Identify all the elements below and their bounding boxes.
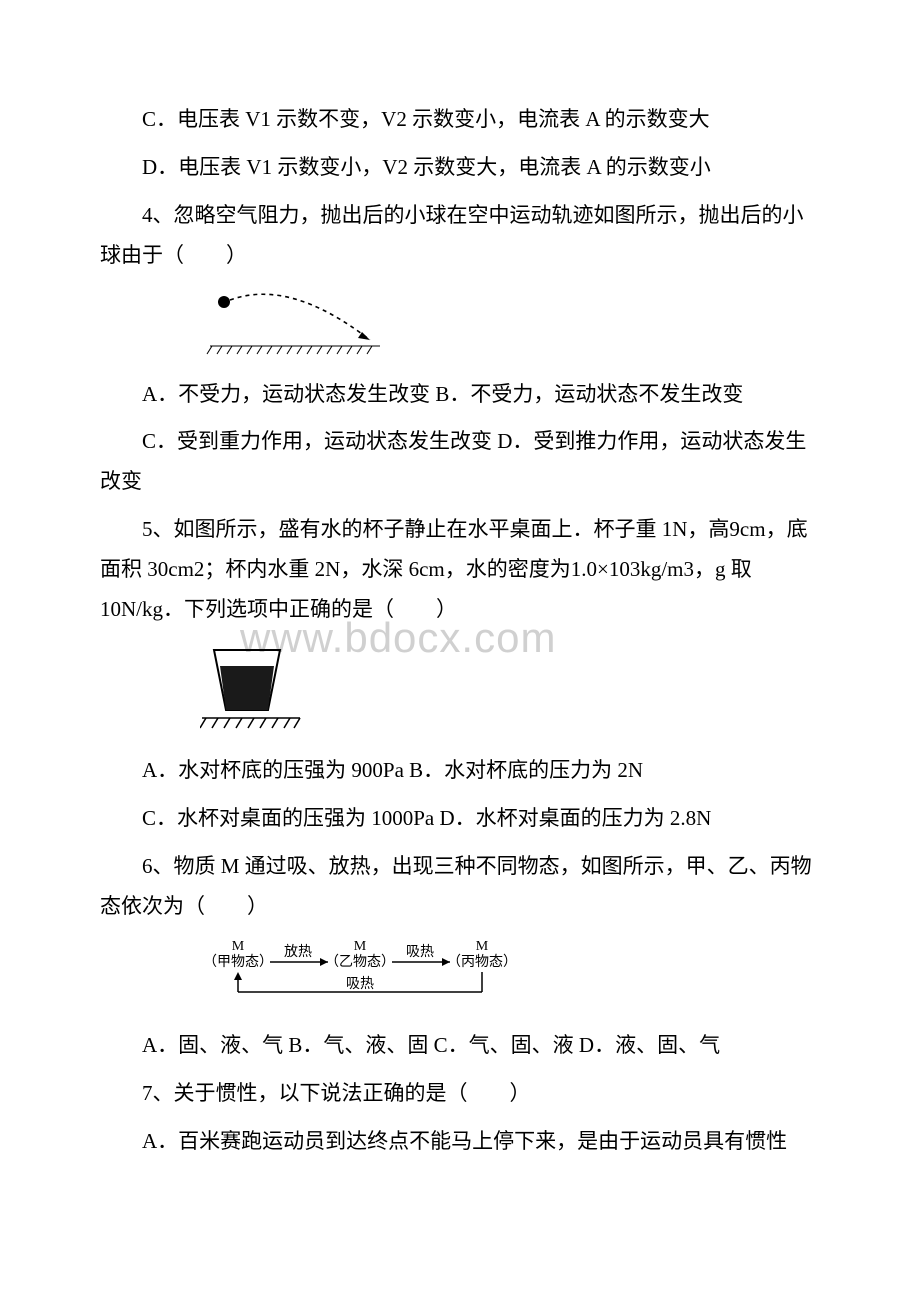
q5-stem: 5、如图所示，盛有水的杯子静止在水平桌面上．杯子重 1N，高9cm，底面积 30… [100,510,820,630]
bottom-label: 吸热 [346,976,374,992]
q4-stem: 4、忽略空气阻力，抛出后的小球在空中运动轨迹如图所示，抛出后的小球由于（ ） [100,196,820,276]
m-label-2: M [354,939,367,954]
arrow2-label: 吸热 [406,944,434,960]
arrow1-label: 放热 [284,944,312,960]
q3-option-d: D．电压表 V1 示数变小，V2 示数变大，电流表 A 的示数变小 [100,148,820,188]
cup-svg [200,640,310,732]
m-label-1: M [232,939,245,954]
state-2: （乙物态） [325,954,395,970]
q7-stem: 7、关于惯性，以下说法正确的是（ ） [100,1074,820,1114]
q4-option-ab: A．不受力，运动状态发生改变 B．不受力，运动状态不发生改变 [100,375,820,415]
q6-stem: 6、物质 M 通过吸、放热，出现三种不同物态，如图所示，甲、乙、丙物态依次为（ … [100,847,820,927]
document-body: C．电压表 V1 示数不变，V2 示数变小，电流表 A 的示数变大 D．电压表 … [100,100,820,1162]
q6-figure: M （甲物态） 放热 M （乙物态） 吸热 M （丙物态） 吸热 [200,936,820,1012]
state-diagram-svg: M （甲物态） 放热 M （乙物态） 吸热 M （丙物态） 吸热 [200,936,530,1006]
q5-option-cd: C．水杯对桌面的压强为 1000Pa D．水杯对桌面的压力为 2.8N [100,799,820,839]
m-label-3: M [476,939,489,954]
q4-option-cd: C．受到重力作用，运动状态发生改变 D．受到推力作用，运动状态发生改变 [100,422,820,502]
q6-options: A．固、液、气 B．气、液、固 C．气、固、液 D．液、固、气 [100,1026,820,1066]
q5-option-ab: A．水对杯底的压强为 900Pa B．水对杯底的压力为 2N [100,751,820,791]
state-3: （丙物态） [447,954,517,970]
state-1: （甲物态） [203,954,273,970]
q7-option-a: A．百米赛跑运动员到达终点不能马上停下来，是由于运动员具有惯性 [100,1122,820,1162]
trajectory-svg [200,286,390,356]
q4-figure [200,286,820,361]
q3-option-c: C．电压表 V1 示数不变，V2 示数变小，电流表 A 的示数变大 [100,100,820,140]
q5-figure [200,640,820,737]
